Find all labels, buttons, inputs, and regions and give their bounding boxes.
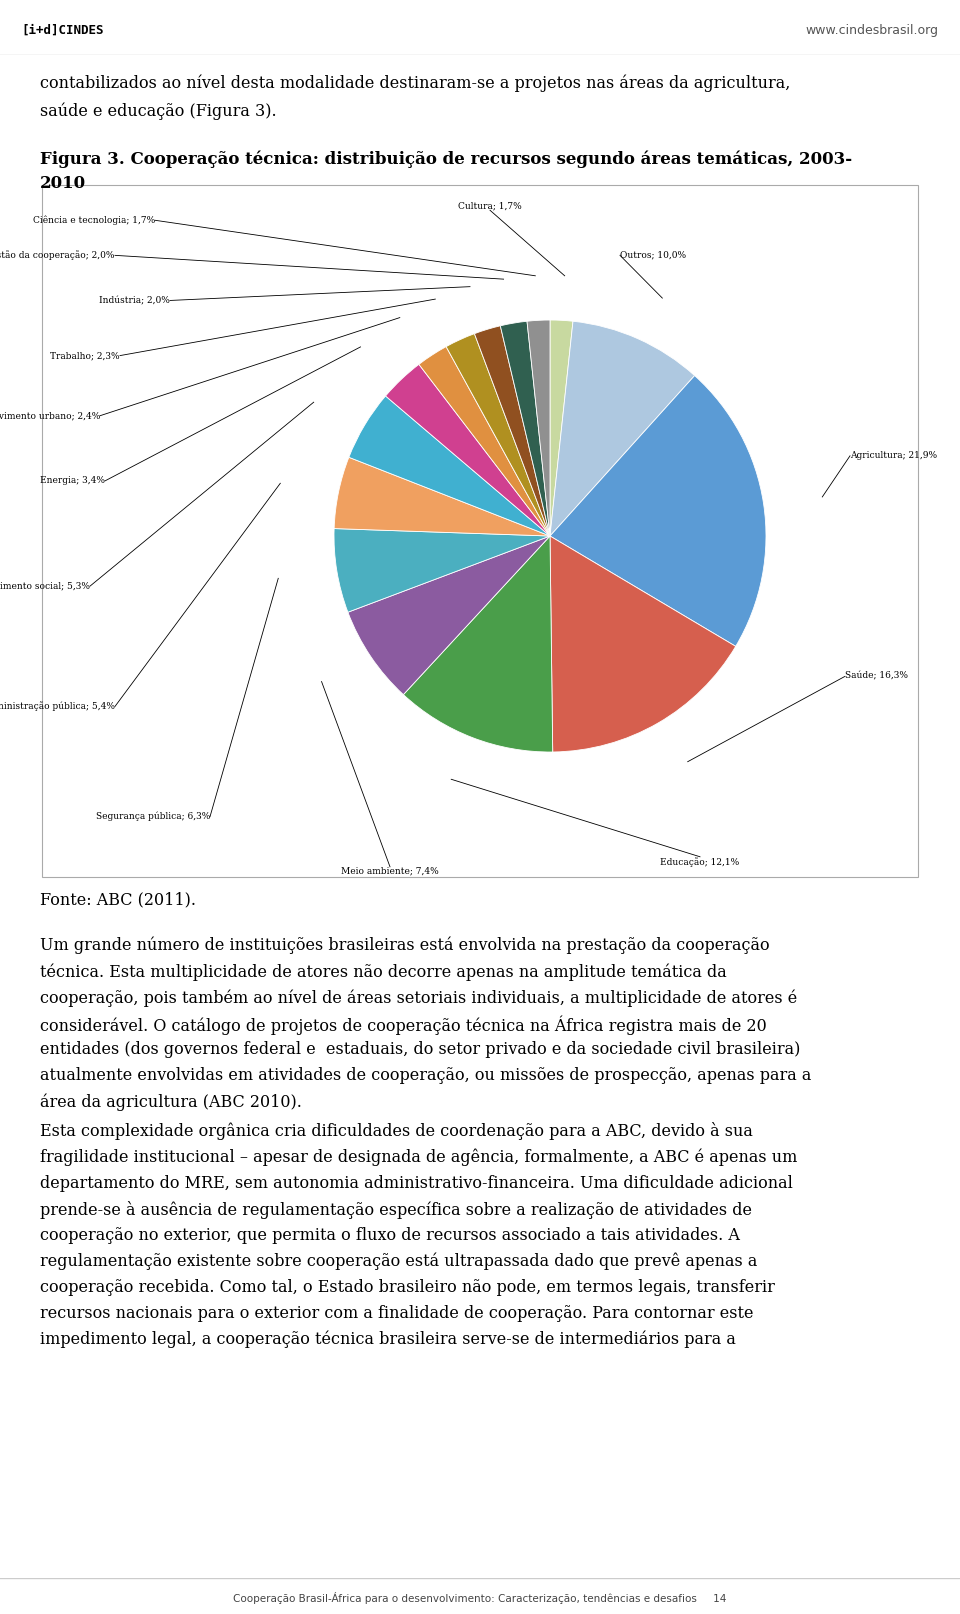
Text: Desenvolvimento social; 5,3%: Desenvolvimento social; 5,3%	[0, 581, 90, 591]
Wedge shape	[348, 536, 550, 694]
Wedge shape	[446, 334, 550, 536]
Wedge shape	[550, 321, 695, 536]
Text: cooperação no exterior, que permita o fluxo de recursos associado a tais ativida: cooperação no exterior, que permita o fl…	[40, 1227, 740, 1244]
Text: Saúde; 16,3%: Saúde; 16,3%	[845, 671, 908, 681]
Wedge shape	[474, 326, 550, 536]
Text: 2010: 2010	[40, 176, 86, 192]
Text: cooperação, pois também ao nível de áreas setoriais individuais, a multiplicidad: cooperação, pois também ao nível de área…	[40, 989, 797, 1007]
Wedge shape	[348, 395, 550, 536]
Text: Indústria; 2,0%: Indústria; 2,0%	[99, 295, 170, 305]
Wedge shape	[419, 347, 550, 536]
Wedge shape	[334, 457, 550, 536]
Wedge shape	[550, 320, 573, 536]
Text: atualmente envolvidas em atividades de cooperação, ou missões de prospecção, ape: atualmente envolvidas em atividades de c…	[40, 1067, 811, 1085]
Wedge shape	[527, 320, 550, 536]
Text: saúde e educação (Figura 3).: saúde e educação (Figura 3).	[40, 103, 276, 121]
Text: fragilidade institucional – apesar de designada de agência, formalmente, a ABC é: fragilidade institucional – apesar de de…	[40, 1149, 798, 1165]
Wedge shape	[334, 528, 550, 612]
Text: Cooperação Brasil-África para o desenvolvimento: Caracterização, tendências e de: Cooperação Brasil-África para o desenvol…	[233, 1591, 727, 1604]
Text: Um grande número de instituições brasileiras está envolvida na prestação da coop: Um grande número de instituições brasile…	[40, 938, 770, 954]
Text: Meio ambiente; 7,4%: Meio ambiente; 7,4%	[341, 867, 439, 876]
Text: www.cindesbrasil.org: www.cindesbrasil.org	[805, 24, 939, 37]
Text: departamento do MRE, sem autonomia administrativo-financeira. Uma dificuldade ad: departamento do MRE, sem autonomia admin…	[40, 1175, 793, 1191]
Text: Outros; 10,0%: Outros; 10,0%	[620, 250, 686, 260]
Text: Trabalho; 2,3%: Trabalho; 2,3%	[50, 352, 120, 360]
Text: considerável. O catálogo de projetos de cooperação técnica na África registra ma: considerável. O catálogo de projetos de …	[40, 1015, 767, 1035]
Text: técnica. Esta multiplicidade de atores não decorre apenas na amplitude temática : técnica. Esta multiplicidade de atores n…	[40, 964, 727, 981]
Text: regulamentação existente sobre cooperação está ultrapassada dado que prevê apena: regulamentação existente sobre cooperaçã…	[40, 1252, 757, 1270]
Text: cooperação recebida. Como tal, o Estado brasileiro não pode, em termos legais, t: cooperação recebida. Como tal, o Estado …	[40, 1278, 775, 1296]
Text: Segurança pública; 6,3%: Segurança pública; 6,3%	[96, 812, 210, 822]
Text: Administração pública; 5,4%: Administração pública; 5,4%	[0, 702, 115, 712]
Text: [i+d]CINDES: [i+d]CINDES	[21, 24, 104, 37]
Wedge shape	[550, 376, 766, 646]
Text: Cultura; 1,7%: Cultura; 1,7%	[458, 202, 522, 210]
Text: Educação; 12,1%: Educação; 12,1%	[660, 857, 739, 867]
Wedge shape	[403, 536, 553, 752]
Wedge shape	[386, 365, 550, 536]
Text: Desenvolvimento urbano; 2,4%: Desenvolvimento urbano; 2,4%	[0, 412, 100, 420]
Wedge shape	[500, 321, 550, 536]
Text: Ciência e tecnologia; 1,7%: Ciência e tecnologia; 1,7%	[33, 216, 155, 224]
Text: prende-se à ausência de regulamentação específica sobre a realização de atividad: prende-se à ausência de regulamentação e…	[40, 1201, 752, 1219]
Text: Energia; 3,4%: Energia; 3,4%	[40, 476, 105, 486]
Text: Agricultura; 21,9%: Agricultura; 21,9%	[850, 452, 937, 460]
Text: impedimento legal, a cooperação técnica brasileira serve-se de intermediários pa: impedimento legal, a cooperação técnica …	[40, 1332, 736, 1348]
Wedge shape	[550, 536, 735, 752]
Text: contabilizados ao nível desta modalidade destinaram-se a projetos nas áreas da a: contabilizados ao nível desta modalidade…	[40, 74, 790, 92]
Text: área da agricultura (ABC 2010).: área da agricultura (ABC 2010).	[40, 1093, 301, 1110]
Text: entidades (dos governos federal e  estaduais, do setor privado e da sociedade ci: entidades (dos governos federal e estadu…	[40, 1041, 801, 1059]
Text: recursos nacionais para o exterior com a finalidade de cooperação. Para contorna: recursos nacionais para o exterior com a…	[40, 1304, 754, 1322]
Text: Fonte: ABC (2011).: Fonte: ABC (2011).	[40, 893, 196, 909]
Text: Figura 3. Cooperação técnica: distribuição de recursos segundo áreas temáticas, : Figura 3. Cooperação técnica: distribuiç…	[40, 150, 852, 168]
Text: Esta complexidade orgânica cria dificuldades de coordenação para a ABC, devido à: Esta complexidade orgânica cria dificuld…	[40, 1122, 753, 1141]
Text: Gestão da cooperação; 2,0%: Gestão da cooperação; 2,0%	[0, 250, 115, 260]
FancyBboxPatch shape	[42, 186, 918, 876]
